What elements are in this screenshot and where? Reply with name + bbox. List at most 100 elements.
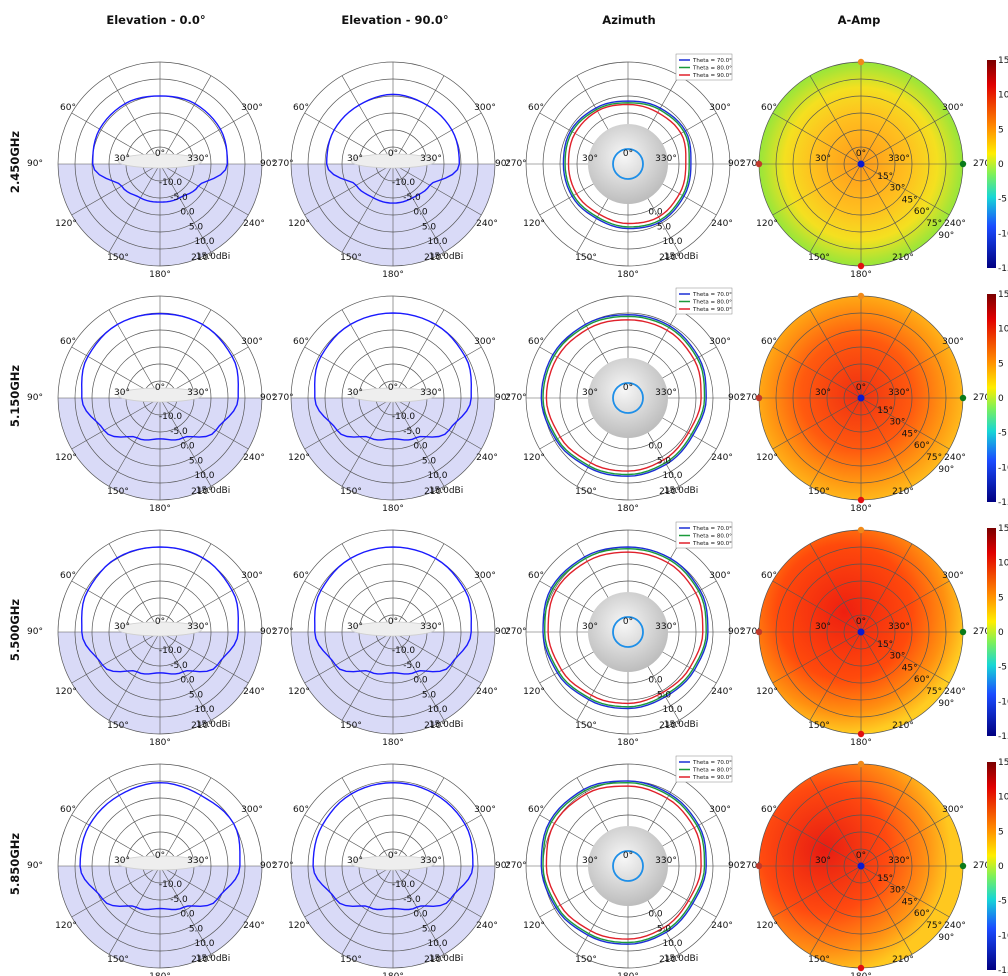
angle-label: 300° xyxy=(709,571,731,581)
angle-label: 270° xyxy=(740,159,762,169)
angle-label: 330° xyxy=(420,856,442,866)
colorbar-tick-label: -15 xyxy=(998,264,1008,274)
colorbar xyxy=(987,528,996,736)
grid-spoke xyxy=(392,631,482,684)
angle-label: 180° xyxy=(382,738,404,748)
colorbar-tick-label: -10 xyxy=(998,463,1008,473)
center-marker xyxy=(857,862,865,870)
angle-label: 90° xyxy=(728,393,744,403)
radial-tick-label: -10.0 xyxy=(392,646,416,656)
radial-tick-label: -10.0 xyxy=(392,880,416,890)
angle-label: 210° xyxy=(191,955,213,965)
grid-spoke xyxy=(108,543,161,633)
grid-spoke xyxy=(772,865,862,918)
angle-label: 0° xyxy=(388,149,398,159)
radial-tick-label: -10.0 xyxy=(159,880,183,890)
angle-label: 270° xyxy=(272,627,294,637)
axis-marker xyxy=(755,862,763,870)
angle-label: 240° xyxy=(944,453,966,463)
grid-spoke xyxy=(108,865,161,955)
grid-spoke xyxy=(159,163,212,253)
angle-label: 90° xyxy=(728,861,744,871)
elevation-plot: -10.0 -5.0 0.0 5.0 10.0 15.0dBi 0° 30° 330° 60° 30… xyxy=(260,763,527,976)
colorbar-tick-label: 5 xyxy=(998,827,1004,837)
colorbar-tick-label: 10 xyxy=(998,559,1008,569)
angle-label: 270° xyxy=(740,393,762,403)
axis-marker xyxy=(857,730,865,738)
angle-label: 240° xyxy=(476,453,498,463)
amp-radial-label: 90° xyxy=(938,231,954,241)
radial-tick-label: -10.0 xyxy=(392,412,416,422)
angle-label: 180° xyxy=(149,738,171,748)
angle-label: 330° xyxy=(655,388,677,398)
axis-marker xyxy=(857,262,865,270)
angle-label: 240° xyxy=(711,453,733,463)
angle-label: 60° xyxy=(60,805,76,815)
grid-spoke xyxy=(809,309,862,399)
radial-tick-label: 15.0dBi xyxy=(196,252,230,262)
radial-tick-label: -5.0 xyxy=(403,427,421,437)
axis-marker xyxy=(857,58,865,66)
grid-spoke xyxy=(159,163,249,216)
axis-marker xyxy=(959,394,967,402)
radial-tick-label: 15.0dBi xyxy=(429,252,463,262)
colorbar-tick-label: 15 xyxy=(998,524,1008,534)
angle-label: 180° xyxy=(850,738,872,748)
grid-spoke xyxy=(392,163,482,216)
grid-spoke xyxy=(860,163,950,216)
grid-spoke xyxy=(392,397,482,450)
angle-label: 30° xyxy=(114,622,130,632)
radial-tick-label: 5.0 xyxy=(657,690,672,700)
grid-spoke xyxy=(341,309,394,399)
angle-label: 210° xyxy=(659,487,681,497)
grid-spoke xyxy=(392,543,445,633)
angle-label: 120° xyxy=(288,453,310,463)
angle-label: 150° xyxy=(808,721,830,731)
gain-curve xyxy=(312,782,474,911)
amp-plot: 15°30°45°60°75°90°0°30° 330°60° 300°90° 270… xyxy=(728,524,1008,748)
amp-radial-label: 45° xyxy=(902,897,918,907)
angle-label: 180° xyxy=(149,504,171,514)
radial-tick-label: 0.0 xyxy=(180,676,195,686)
angle-label: 150° xyxy=(808,253,830,263)
amp-radial-label: 30° xyxy=(889,418,905,428)
grid-spoke xyxy=(860,543,913,633)
colorbar-tick-label: 15 xyxy=(998,758,1008,768)
colorbar-tick-label: 10 xyxy=(998,325,1008,335)
angle-label: 270° xyxy=(272,393,294,403)
angle-label: 180° xyxy=(382,270,404,280)
radial-tick-label: -10.0 xyxy=(159,646,183,656)
axis-marker xyxy=(857,496,865,504)
colorbar-tick-label: 0 xyxy=(998,394,1004,404)
angle-label: 300° xyxy=(241,571,263,581)
azimuth-series-line xyxy=(542,546,709,710)
amp-radial-label: 15° xyxy=(877,406,893,416)
angle-label: 210° xyxy=(191,487,213,497)
grid-spoke xyxy=(392,75,445,165)
angle-label: 150° xyxy=(107,955,129,965)
angle-label: 150° xyxy=(340,955,362,965)
grid-spoke xyxy=(392,631,445,721)
angle-label: 330° xyxy=(187,622,209,632)
elevation-plot: -10.0 -5.0 0.0 5.0 10.0 15.0dBi 0° 30° 330° 60° 30… xyxy=(260,61,527,280)
amp-radial-label: 90° xyxy=(938,699,954,709)
legend-label: Theta = 90.0° xyxy=(692,73,732,79)
radial-tick-label: 0.0 xyxy=(413,442,428,452)
colorbar-tick-label: -10 xyxy=(998,229,1008,239)
angle-label: 120° xyxy=(756,453,778,463)
azimuth-series-line xyxy=(540,314,707,477)
colorbar-tick-label: -5 xyxy=(998,429,1007,439)
radial-tick-label: 10.0 xyxy=(427,471,447,481)
colorbar-tick-label: -15 xyxy=(998,498,1008,508)
grid-spoke xyxy=(809,777,862,867)
angle-label: 270° xyxy=(973,861,995,871)
angle-label: 300° xyxy=(942,571,964,581)
radial-tick-label: 5.0 xyxy=(189,690,204,700)
elevation-plot: -10.0 -5.0 0.0 5.0 10.0 15.0dBi 0° 30° 330° 60° 30… xyxy=(27,763,294,976)
angle-label: 60° xyxy=(761,337,777,347)
angle-label: 330° xyxy=(888,856,910,866)
colorbar-tick-label: 5 xyxy=(998,593,1004,603)
device-silhouette-icon xyxy=(350,855,436,871)
colorbar-tick-label: 10 xyxy=(998,91,1008,101)
